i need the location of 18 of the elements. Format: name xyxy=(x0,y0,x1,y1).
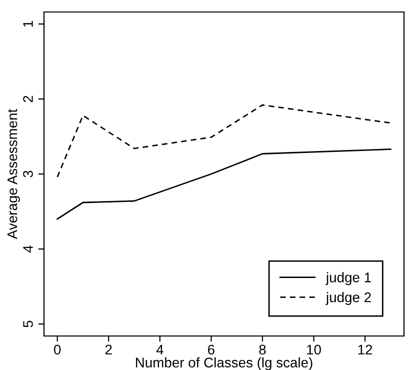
x-tick-label: 0 xyxy=(54,344,61,355)
y-tick-label: 3 xyxy=(23,170,33,178)
line-series xyxy=(56,148,392,220)
y-tick-label: 2 xyxy=(23,96,33,102)
y-tick-label: 1 xyxy=(23,20,33,27)
x-tick-label: 6 xyxy=(208,344,214,355)
y-tick-label: 5 xyxy=(23,320,33,328)
y-tick-label: 4 xyxy=(23,246,33,253)
x-tick-label: 12 xyxy=(358,344,372,354)
x-tick-label: 2 xyxy=(105,344,112,354)
line-series xyxy=(56,104,392,178)
y-axis-title: Average Assessment xyxy=(8,108,20,240)
x-tick-label: 10 xyxy=(307,344,321,355)
x-axis-title: Number of Classes (lg scale) xyxy=(136,357,312,370)
x-tick-label: 4 xyxy=(156,344,164,354)
legend-label: judge 2 xyxy=(326,292,371,305)
legend-label: judge 1 xyxy=(326,272,371,286)
x-tick-label: 8 xyxy=(259,344,266,355)
